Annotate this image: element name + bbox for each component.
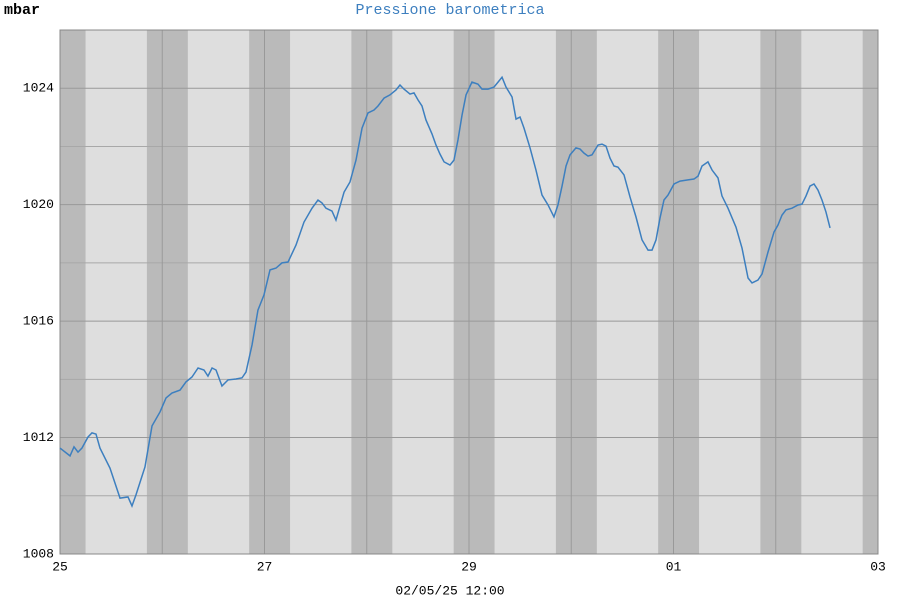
night-band [60,30,86,554]
night-band [658,30,700,554]
x-tick-label: 01 [666,559,682,574]
y-tick-label: 1012 [23,430,54,445]
footer-date: 02/05/25 12:00 [395,583,504,598]
plot-frame [59,29,879,555]
y-tick-label: 1008 [23,546,54,561]
night-band [862,30,878,554]
y-tick-label: 1020 [23,197,54,212]
chart-title: Pressione barometrica [355,2,544,19]
night-band [453,30,495,554]
x-tick-label: 27 [257,559,273,574]
night-band [760,30,802,554]
x-tick-label: 25 [52,559,68,574]
y-axis-label: mbar [4,2,40,19]
y-tick-label: 1024 [23,81,54,96]
night-band [146,30,188,554]
night-band [351,30,393,554]
y-tick-label: 1016 [23,314,54,329]
night-band [555,30,597,554]
pressure-line [59,75,831,508]
x-tick-label: 03 [870,559,886,574]
night-band [249,30,291,554]
x-tick-label: 29 [461,559,477,574]
